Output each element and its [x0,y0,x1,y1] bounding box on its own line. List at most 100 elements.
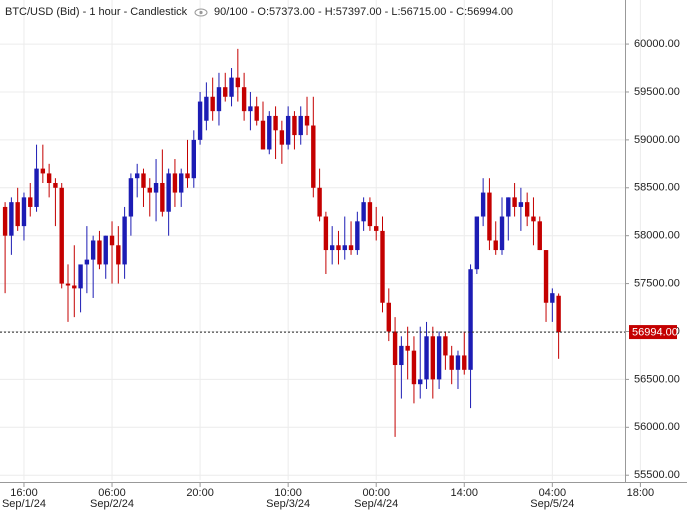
y-tick-label: 56500.00 [634,373,680,385]
candle-body [40,168,46,174]
x-tick-label: 18:00 [627,487,655,499]
candle-body [279,130,285,145]
candle-body [468,269,473,370]
y-tick-label: 58500.00 [634,182,680,194]
candle-body [430,336,436,380]
candle-body [374,226,379,231]
x-tick-label: 10:00 [274,487,302,499]
candle-body [550,293,555,303]
candle-body [348,245,354,251]
x-date-label: Sep/2/24 [90,498,134,510]
candle-body [462,355,467,370]
candle-body [556,295,561,333]
candle-body [531,216,536,222]
x-tick-label: 04:00 [539,487,567,499]
candle-body [424,336,429,380]
candle-body [436,336,442,380]
candle-body [260,120,266,150]
candle-body [317,187,322,217]
candle-body [84,259,90,265]
candle-body [386,302,391,332]
candle-body [90,240,96,260]
candle-body [172,173,178,193]
x-date-label: Sep/5/24 [530,498,574,510]
price-label: 56994.00 [632,326,678,338]
candle-body [72,285,77,289]
candle-body [449,355,454,370]
y-tick-label: 59500.00 [634,86,680,98]
x-tick-label: 16:00 [10,487,38,499]
candle-body [323,216,329,251]
candle-body [160,182,165,212]
candle-body [474,216,480,270]
candle-body [499,216,505,251]
candle-body [2,206,8,236]
candle-body [355,221,360,251]
x-date-label: Sep/1/24 [2,498,46,510]
candle-body [342,245,347,251]
candle-body [15,202,20,227]
candle-body [455,355,461,370]
candle-body [411,350,417,385]
candle-body [506,197,511,217]
candle-body [122,216,127,265]
candle-body [248,106,253,112]
candle-body [241,87,247,112]
y-tick-label: 59000.00 [634,134,680,146]
candle-body [418,379,423,385]
candle-body [28,197,33,207]
candle-body [292,115,297,136]
candle-body [304,115,310,126]
candle-body [223,87,228,97]
candle-body [524,202,530,217]
candle-body [153,182,159,193]
candle-body [166,173,171,212]
chart-title: BTC/USD (Bid) - 1 hour - Candlestick [5,6,188,18]
candle-body [128,178,134,217]
candle-body [116,245,121,265]
candle-body [267,115,272,150]
candle-body [512,197,517,207]
candle-body [487,192,492,241]
candle-body [405,345,410,351]
candle-body [480,192,486,217]
candle-body [97,240,102,265]
candle-body [147,187,152,193]
candle-body [254,106,259,121]
y-tick-label: 60000.00 [634,38,680,50]
y-tick-label: 56000.00 [634,421,680,433]
y-tick-label: 57500.00 [634,277,680,289]
candle-body [298,115,303,136]
candle-body [34,168,39,207]
candle-body [311,125,316,188]
candle-body [329,245,335,251]
candle-body [185,173,190,179]
candle-body [336,245,341,251]
candle-body [65,283,71,286]
candle-body [399,345,404,366]
candles-layer [2,48,561,437]
candle-body [543,250,549,303]
visibility-icon[interactable] [194,8,208,17]
candle-body [204,96,209,121]
price-badge [629,325,677,340]
y-tick-label: 58000.00 [634,230,680,242]
candle-body [493,240,498,251]
candle-body [191,139,196,179]
candle-body [235,77,241,88]
candle-body [443,336,448,356]
candle-body [197,101,203,140]
x-tick-label: 20:00 [186,487,214,499]
ohlc-info: 90/100 - O:57373.00 - H:57397.00 - L:567… [214,6,513,18]
candle-body [392,331,398,366]
x-tick-label: 00:00 [362,487,390,499]
candle-body [361,202,366,222]
x-date-label: Sep/4/24 [354,498,398,510]
candle-body [59,187,64,284]
candle-body [380,230,385,303]
candle-body [9,202,14,236]
candle-body [518,202,524,207]
x-tick-label: 14:00 [451,487,479,499]
candle-body [78,264,83,289]
